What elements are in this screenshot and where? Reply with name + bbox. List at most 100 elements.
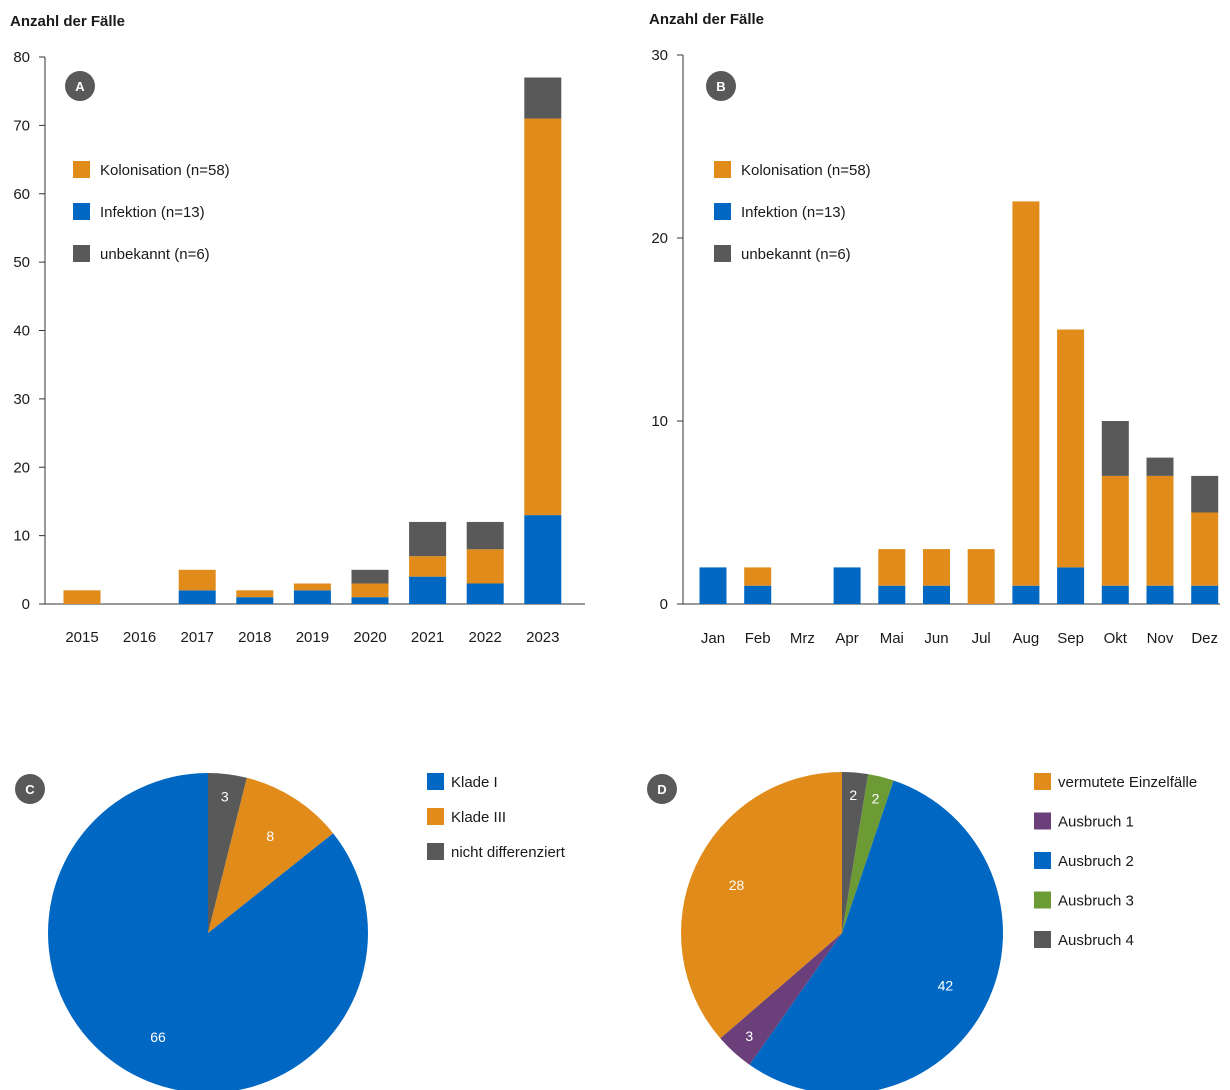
legend-label: Kolonisation (n=58) — [100, 162, 230, 179]
x-tick-label: Okt — [1104, 630, 1128, 647]
legend-swatch — [427, 773, 444, 790]
x-tick-label: 2019 — [296, 629, 329, 646]
legend-swatch — [1034, 852, 1051, 869]
y-tick-label: 10 — [13, 528, 30, 545]
legend-swatch — [714, 245, 731, 262]
legend-label: Infektion (n=13) — [741, 204, 846, 221]
bar-segment — [178, 569, 216, 591]
x-tick-label: Dez — [1191, 630, 1218, 647]
x-tick-label: Jun — [924, 630, 948, 647]
x-tick-label: Jan — [701, 630, 725, 647]
bar-segment — [524, 118, 562, 516]
x-tick-label: 2015 — [65, 629, 98, 646]
x-tick-label: 2022 — [469, 629, 502, 646]
chart-C: 66 8 3 C Klade I Klade III nicht differenziert — [15, 773, 566, 1090]
pie-slice — [208, 777, 334, 933]
bar-segment — [1146, 475, 1174, 586]
bar-segment — [409, 521, 447, 557]
y-tick-label: 30 — [651, 47, 668, 64]
bar-segment — [1012, 201, 1040, 586]
bar-segment — [409, 576, 447, 604]
x-tick-label: 2020 — [353, 629, 386, 646]
pie-slice — [749, 780, 1003, 1090]
legend-swatch — [1034, 812, 1051, 830]
bar-segment — [236, 597, 274, 604]
legend-label: unbekannt (n=6) — [741, 246, 851, 263]
x-tick-label: Feb — [745, 630, 771, 647]
x-tick-label: Apr — [835, 630, 858, 647]
bar-segment — [293, 583, 331, 591]
slice-value-label: 2 — [872, 791, 880, 807]
bar-segment — [699, 567, 727, 604]
legend-label: Klade I — [451, 774, 498, 791]
bar-segment — [351, 583, 389, 598]
legend-label: Ausbruch 3 — [1058, 893, 1134, 910]
bar-segment — [178, 590, 216, 604]
slice-value-label: 28 — [729, 877, 745, 893]
bar-segment — [524, 77, 562, 119]
panel-badge — [647, 774, 677, 804]
legend-label: Ausbruch 2 — [1058, 853, 1134, 870]
bar-segment — [1191, 512, 1219, 586]
y-tick-label: 70 — [13, 117, 30, 134]
x-tick-label: 2018 — [238, 629, 271, 646]
bar-segment — [1191, 475, 1219, 513]
x-tick-label: Aug — [1013, 630, 1040, 647]
legend-label: Kolonisation (n=58) — [741, 162, 871, 179]
bar-segment — [1057, 329, 1085, 568]
bar-segment — [967, 549, 995, 604]
bar-segment — [63, 590, 101, 604]
bar-segment — [466, 549, 504, 584]
legend-label: unbekannt (n=6) — [100, 246, 210, 263]
bar-segment — [878, 585, 906, 604]
y-axis-label: Anzahl der Fälle — [649, 11, 764, 28]
legend-swatch — [427, 843, 444, 860]
x-tick-label: 2021 — [411, 629, 444, 646]
legend-swatch — [427, 808, 444, 825]
bar-segment — [1101, 421, 1129, 476]
panel-badge-letter: A — [75, 79, 85, 94]
panel-badge-letter: D — [657, 782, 666, 797]
slice-value-label: 66 — [150, 1029, 166, 1045]
y-tick-label: 20 — [13, 459, 30, 476]
panel-badge — [706, 71, 736, 101]
bar-segment — [833, 567, 861, 604]
legend-swatch — [714, 203, 731, 220]
bar-segment — [1146, 457, 1174, 476]
chart-D: 2 2 42 3 28 D vermutete Einzelfälle Ausbruch 1 A… — [647, 771, 1197, 1090]
bar-segment — [466, 583, 504, 604]
legend-swatch — [714, 161, 731, 178]
panel-badge-letter: B — [716, 79, 725, 94]
legend-label: Infektion (n=13) — [100, 204, 205, 221]
panel-badge — [15, 774, 45, 804]
chart-B: Anzahl der Fälle 0 10 20 30 Jan Feb Mrz Apr Mai Ju… — [649, 11, 1220, 647]
slice-value-label: 2 — [849, 787, 857, 803]
pie-slice — [842, 772, 869, 933]
x-tick-label: Mrz — [790, 630, 815, 647]
pie-slice — [720, 933, 842, 1065]
bar-segment — [1191, 585, 1219, 604]
legend-swatch — [1034, 931, 1051, 948]
slice-value-label: 42 — [938, 977, 954, 993]
y-tick-label: 40 — [13, 323, 30, 340]
bar-segment — [1101, 475, 1129, 586]
bar-segment — [744, 585, 772, 604]
slice-value-label: 3 — [221, 788, 229, 804]
bar-segment — [409, 556, 447, 577]
bar-segment — [351, 569, 389, 584]
y-tick-label: 50 — [13, 254, 30, 271]
panel-badge — [65, 71, 95, 101]
pie-slice — [208, 773, 247, 933]
pie-slice — [842, 774, 894, 933]
y-tick-label: 20 — [651, 230, 668, 247]
legend-label: vermutete Einzelfälle — [1058, 774, 1197, 791]
legend-swatch — [1034, 773, 1051, 790]
legend-label: Ausbruch 4 — [1058, 932, 1134, 949]
bar-segment — [524, 515, 562, 604]
x-tick-label: Jul — [972, 630, 991, 647]
legend-label: nicht differenziert — [451, 844, 566, 861]
chart-A: Anzahl der Fälle 0 10 20 30 40 50 60 70 80 2015 201… — [10, 13, 585, 646]
bar-segment — [236, 590, 274, 598]
bar-segment — [1146, 585, 1174, 604]
